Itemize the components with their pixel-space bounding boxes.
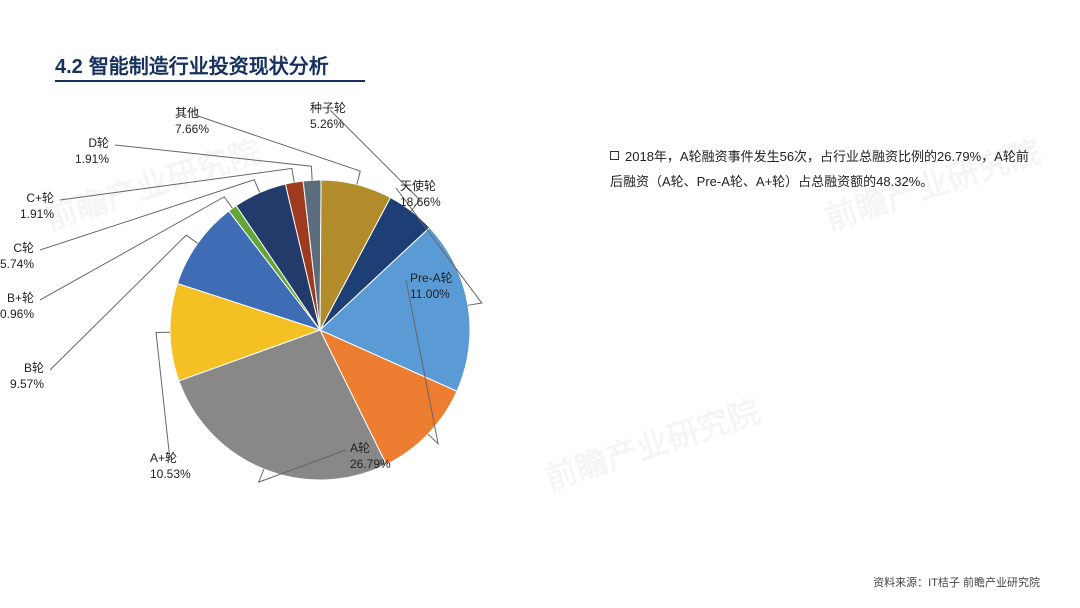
- slice-label: C+轮1.91%: [20, 190, 54, 222]
- slice-label: 种子轮5.26%: [310, 100, 346, 132]
- title-underline: [55, 80, 365, 82]
- slice-label: B轮9.57%: [10, 360, 44, 392]
- slice-label: D轮1.91%: [75, 135, 109, 167]
- section-heading: 智能制造行业投资现状分析: [89, 50, 329, 79]
- bullet-square-icon: [610, 151, 619, 160]
- slice-label: C轮5.74%: [0, 240, 34, 272]
- slice-label: B+轮0.96%: [0, 290, 34, 322]
- section-title: 4.2 智能制造行业投资现状分析: [55, 50, 329, 79]
- summary-text: 2018年，A轮融资事件发生56次，占行业总融资比例的26.79%，A轮前后融资…: [610, 149, 1029, 189]
- slice-label: Pre-A轮11.00%: [410, 270, 453, 302]
- data-source: 资料来源：IT桔子 前瞻产业研究院: [873, 574, 1040, 590]
- summary-bullet: 2018年，A轮融资事件发生56次，占行业总融资比例的26.79%，A轮前后融资…: [610, 145, 1040, 194]
- pie-chart: 种子轮5.26%天使轮18.66%Pre-A轮11.00%A轮26.79%A+轮…: [40, 110, 580, 560]
- slice-label: A+轮10.53%: [150, 450, 191, 482]
- pie-svg: [160, 170, 480, 490]
- slice-label: 天使轮18.66%: [400, 178, 441, 210]
- slice-label: 其他7.66%: [175, 105, 209, 137]
- section-number: 4.2: [55, 56, 83, 79]
- slice-label: A轮26.79%: [350, 440, 391, 472]
